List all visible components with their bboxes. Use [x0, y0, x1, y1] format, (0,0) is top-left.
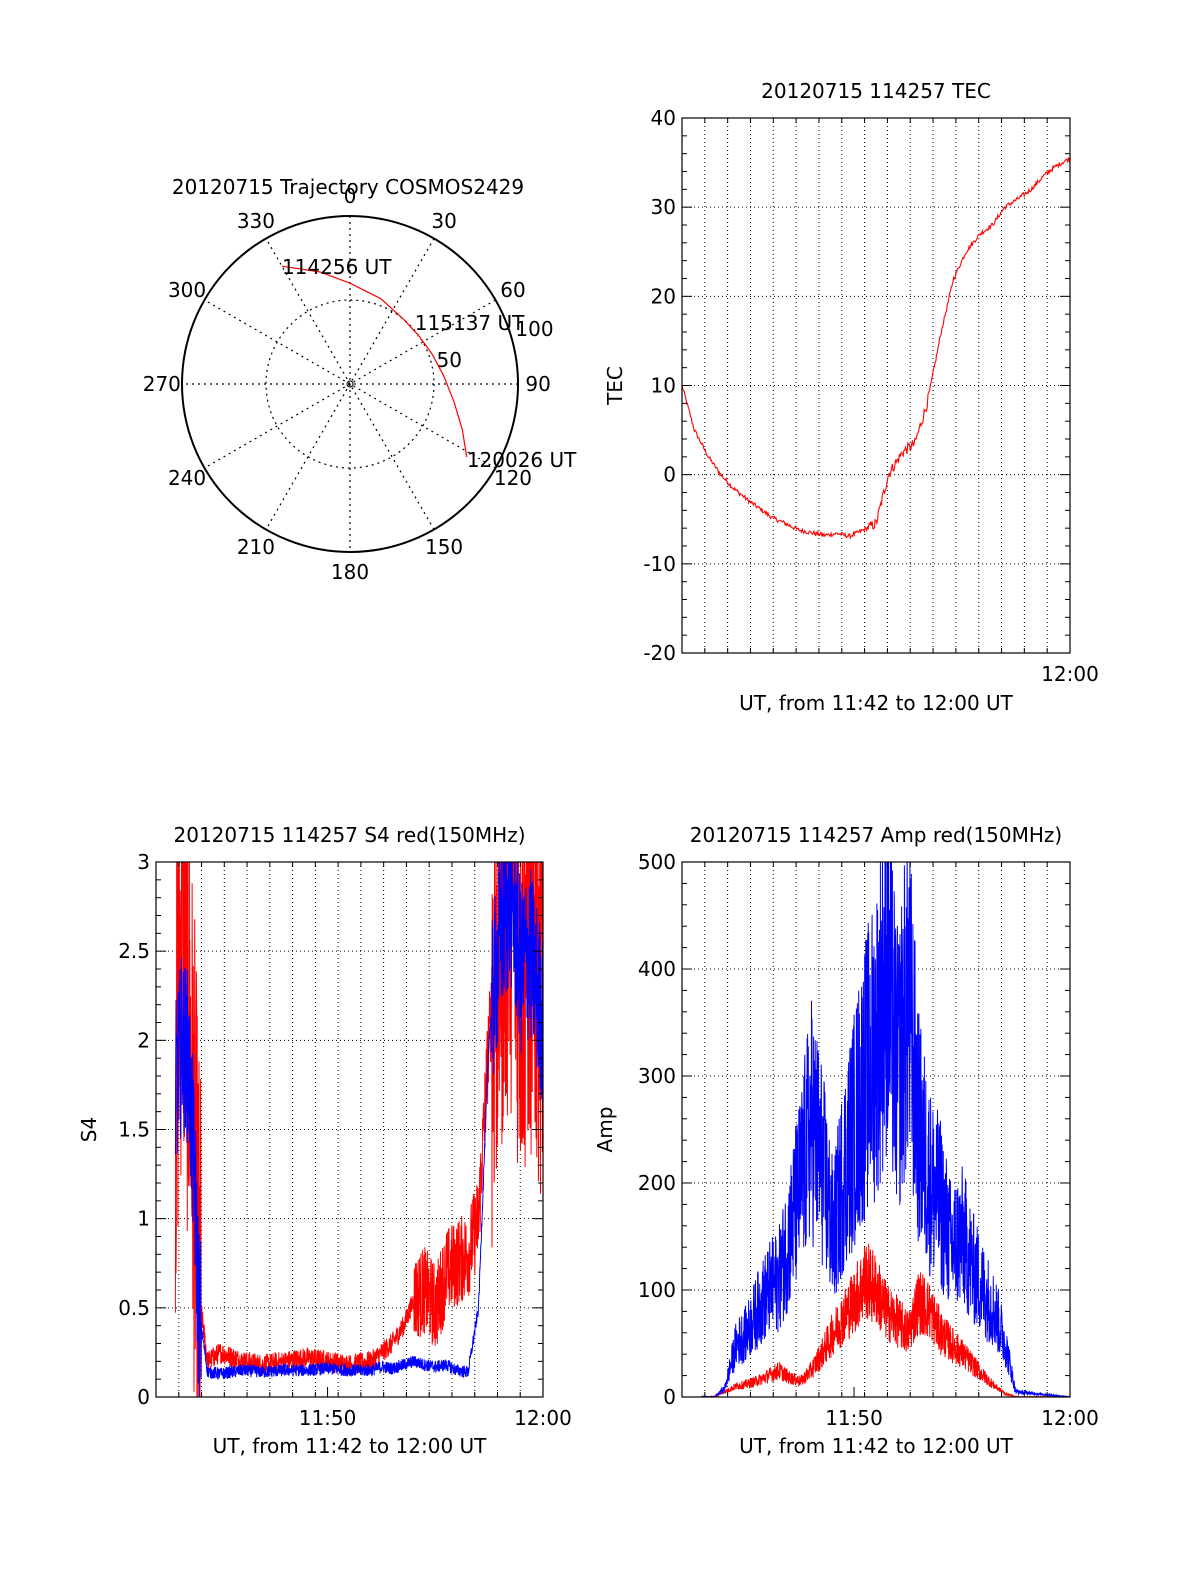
y-tick-label: 1: [137, 1207, 150, 1231]
x-axis-label: UT, from 11:42 to 12:00 UT: [739, 691, 1014, 715]
chart-title: 20120715 114257 S4 red(150MHz): [174, 823, 526, 847]
y-axis-label: TEC: [603, 366, 627, 406]
y-tick-label: 20: [651, 284, 676, 308]
azimuth-label: 240: [168, 466, 206, 490]
series-line-1: [682, 157, 1070, 540]
time-annotation: 114256 UT: [282, 255, 392, 279]
y-axis-label: S4: [77, 1117, 101, 1142]
series-group: [682, 157, 1070, 540]
series-line-1: [174, 862, 543, 1397]
x-tick-label: 12:00: [1041, 662, 1099, 686]
y-axis-ticks: [682, 861, 1071, 1398]
y-tick-label: -20: [643, 641, 676, 665]
y-tick-label: 400: [638, 957, 676, 981]
azimuth-label: 0: [344, 184, 357, 208]
azimuth-label: 330: [237, 209, 275, 233]
polar-grid: [182, 216, 518, 552]
azimuth-label: 30: [431, 209, 456, 233]
y-tick-label: 10: [651, 374, 676, 398]
y-tick-label: 1.5: [118, 1118, 150, 1142]
chart-title: 20120715 114257 Amp red(150MHz): [690, 823, 1062, 847]
x-axis-label: UT, from 11:42 to 12:00 UT: [213, 1434, 488, 1458]
series-line-2: [701, 862, 1070, 1397]
y-tick-label: 100: [638, 1278, 676, 1302]
y-tick-label: 300: [638, 1064, 676, 1088]
azimuth-label: 270: [143, 372, 181, 396]
grid-lines: [156, 862, 543, 1397]
s4-line-chart: 0 0.5 1 1.5 2 2.5 3 11:50 12:00 20120715 114257 S…: [77, 823, 572, 1458]
azimuth-label: 60: [500, 278, 525, 302]
y-tick-label: 0: [663, 1385, 676, 1409]
radius-label: 50: [437, 348, 462, 372]
azimuth-label: 90: [525, 372, 550, 396]
y-axis-label: Amp: [593, 1107, 617, 1153]
center-mark: [346, 380, 354, 388]
series-group: [174, 862, 543, 1397]
trajectory-line: [281, 265, 468, 458]
azimuth-label: 180: [331, 560, 369, 584]
y-tick-label: 0.5: [118, 1296, 150, 1320]
y-tick-label: 3: [137, 850, 150, 874]
plot-frame: [681, 117, 1071, 654]
y-tick-label: 0: [663, 463, 676, 487]
y-axis-ticks: [156, 861, 544, 1398]
chart-title: 20120715 Trajectory COSMOS2429: [172, 175, 524, 199]
series-line-1: [701, 1243, 1070, 1397]
azimuth-label: 150: [425, 535, 463, 559]
radius-label: 100: [515, 317, 553, 341]
azimuth-label: 210: [237, 535, 275, 559]
x-axis-label: UT, from 11:42 to 12:00 UT: [739, 1434, 1014, 1458]
x-tick-label: 12:00: [514, 1406, 572, 1430]
series-line-2: [174, 862, 543, 1397]
amp-line-chart: 0 100 200 300 400 500 11:50 12:00 20120715 11425…: [593, 823, 1099, 1458]
y-tick-label: 40: [651, 106, 676, 130]
series-group: [701, 862, 1070, 1397]
x-tick-label: 11:50: [825, 1406, 883, 1430]
azimuth-label: 120: [494, 466, 532, 490]
grid-lines: [682, 862, 1070, 1397]
y-tick-label: 2.5: [118, 939, 150, 963]
time-annotation: 115137 UT: [415, 311, 525, 335]
x-tick-label: 12:00: [1041, 1406, 1099, 1430]
spoke-line: [265, 238, 435, 530]
x-tick-label: 11:50: [299, 1406, 357, 1430]
time-annotation: 120026 UT: [467, 448, 577, 472]
y-tick-label: -10: [643, 552, 676, 576]
y-tick-label: 500: [638, 850, 676, 874]
y-tick-label: 200: [638, 1171, 676, 1195]
plot-frame: [681, 861, 1071, 1398]
y-axis-ticks: [682, 117, 1071, 654]
y-tick-label: 0: [137, 1385, 150, 1409]
y-tick-label: 2: [137, 1028, 150, 1052]
azimuth-label: 300: [168, 278, 206, 302]
tec-line-chart: -20 -10 0 10 20 30 40 12:00 20120715 114257 TEC U…: [603, 79, 1099, 715]
chart-title: 20120715 114257 TEC: [761, 79, 991, 103]
grid-lines: [682, 118, 1070, 653]
y-tick-label: 30: [651, 195, 676, 219]
